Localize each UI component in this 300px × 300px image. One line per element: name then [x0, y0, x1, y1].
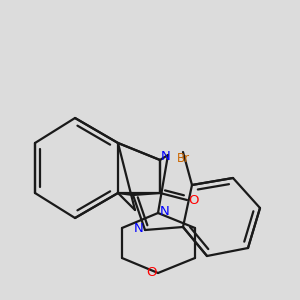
Text: N: N — [160, 151, 170, 164]
Text: O: O — [188, 194, 199, 206]
Text: N: N — [134, 222, 144, 235]
Text: Br: Br — [176, 152, 190, 165]
Text: O: O — [146, 266, 157, 280]
Text: N: N — [160, 205, 170, 218]
